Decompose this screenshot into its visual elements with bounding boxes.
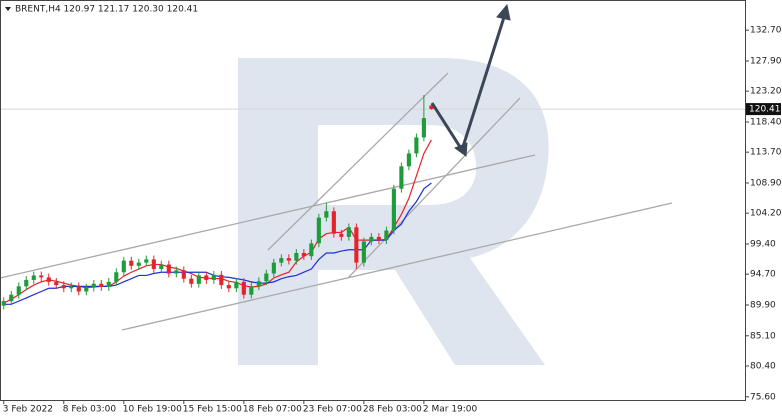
channel-line: [347, 97, 521, 279]
y-tick-label: 104.20: [750, 209, 782, 219]
candle-body: [121, 260, 126, 273]
candle-body: [76, 286, 81, 292]
candle-body: [181, 270, 186, 279]
y-tick-label: 89.90: [750, 300, 776, 310]
candle-body: [91, 283, 96, 288]
x-tick-label: 18 Feb 07:00: [243, 405, 302, 415]
channel-line: [267, 72, 449, 251]
arrow-head: [453, 142, 468, 157]
candle-body: [279, 258, 284, 263]
y-tick-label: 108.90: [750, 178, 782, 188]
candle-body: [31, 275, 36, 280]
candle-body: [159, 264, 164, 270]
indicator-line: [3, 139, 432, 304]
y-tick-label: 85.10: [750, 331, 776, 341]
candle-body: [219, 274, 224, 286]
candle-body: [384, 230, 389, 241]
current-price-label: 120.41: [749, 105, 781, 115]
y-tick-label: 123.20: [750, 87, 782, 97]
candle-body: [174, 270, 179, 274]
candle-body: [69, 286, 74, 289]
candle-body: [16, 286, 21, 295]
candle-body: [1, 301, 6, 306]
x-tick-label: 23 Feb 07:00: [303, 405, 362, 415]
candle-body: [241, 281, 246, 295]
candle-body: [301, 252, 306, 257]
candle-body: [54, 281, 59, 286]
candle-body: [151, 259, 156, 270]
candle-body: [399, 166, 404, 189]
candle-body: [189, 278, 194, 284]
current-price-box: [746, 103, 781, 116]
candle-body: [204, 275, 209, 280]
y-tick-label: 113.70: [750, 148, 782, 158]
candle-body: [354, 227, 359, 263]
candle-body: [39, 275, 44, 278]
candle-body: [256, 281, 261, 287]
forecast-arrow: [430, 3, 511, 157]
candle-body: [166, 264, 171, 274]
candle-body: [24, 279, 29, 287]
plot-frame: [0, 0, 746, 401]
y-tick-label: 80.40: [750, 361, 776, 371]
candle-body: [324, 211, 329, 218]
candle-body: [346, 227, 351, 237]
channels: [0, 72, 673, 331]
x-tick-label: 8 Feb 03:00: [63, 405, 117, 415]
candle-body: [376, 236, 381, 241]
candle-body: [234, 281, 239, 289]
candle-body: [99, 283, 104, 287]
x-tick-label: 3 Feb 2022: [3, 405, 53, 415]
mark-layer: [1, 95, 434, 310]
channel-line: [121, 202, 673, 331]
candle-body: [414, 137, 419, 154]
candle-body: [339, 233, 344, 237]
candle-body: [46, 277, 51, 282]
candle-body: [309, 243, 314, 257]
x-tick-label: 15 Feb 15:00: [183, 405, 242, 415]
candle-body: [406, 153, 411, 167]
candle-body: [369, 236, 374, 242]
candle-body: [361, 241, 366, 263]
candle-body: [196, 275, 201, 284]
y-tick-label: 132.70: [750, 26, 782, 36]
menu-triangle: [5, 7, 11, 11]
candle-body: [9, 294, 14, 302]
y-tick-label: 75.60: [750, 392, 776, 402]
candle-body: [286, 258, 291, 261]
candle-body: [136, 262, 141, 266]
candle-body: [211, 274, 216, 280]
candle-body: [316, 217, 321, 244]
candle-body: [331, 211, 336, 234]
candle-body: [114, 272, 119, 282]
chart-title: BRENT,H4 120.97 121.17 120.30 120.41: [15, 5, 198, 15]
candle-body: [391, 188, 396, 231]
candle-body: [129, 260, 134, 266]
candle-body: [61, 285, 66, 289]
arrow-head: [496, 3, 511, 21]
y-tick-label: 99.40: [750, 239, 776, 249]
candle-body: [429, 105, 434, 110]
x-tick-label: 28 Feb 03:00: [363, 405, 422, 415]
candle-body: [421, 118, 426, 138]
y-tick-label: 118.40: [750, 117, 782, 127]
candle-body: [264, 273, 269, 282]
x-tick-label: 2 Mar 19:00: [423, 405, 478, 415]
indicator-line: [3, 182, 432, 305]
x-tick-label: 10 Feb 19:00: [123, 405, 182, 415]
y-tick-label: 127.90: [750, 56, 782, 66]
candle-body: [226, 285, 231, 289]
y-tick-label: 94.70: [750, 270, 776, 280]
candle-body: [294, 252, 299, 261]
candle-body: [271, 262, 276, 274]
candle-body: [249, 286, 254, 295]
candle-body: [106, 281, 111, 287]
candle-body: [84, 287, 89, 292]
candle-body: [144, 259, 149, 263]
